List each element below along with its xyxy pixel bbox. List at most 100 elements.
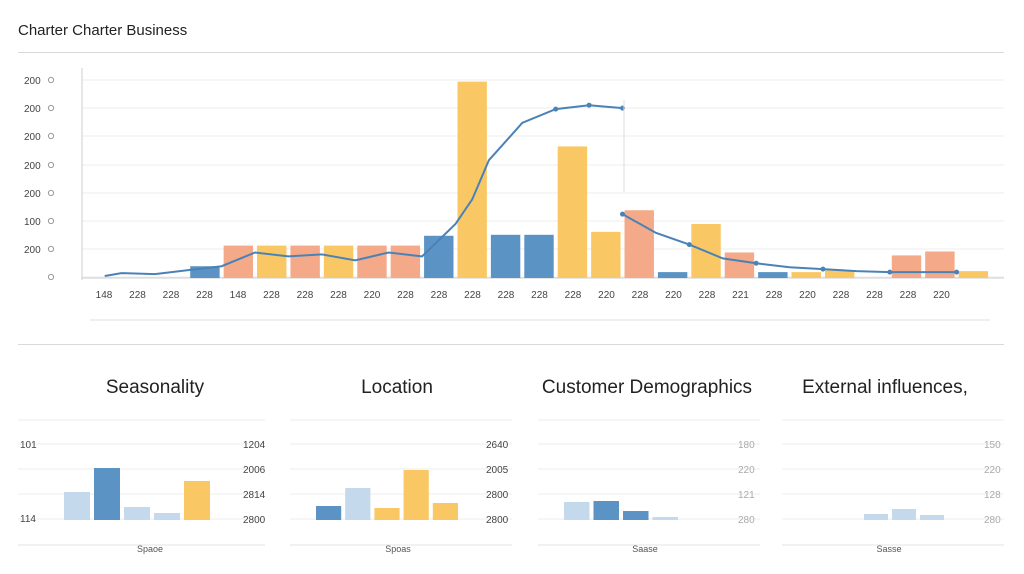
x-tick-label: 228 (431, 290, 448, 301)
bar (758, 272, 788, 278)
panel-right-tick: 180 (738, 440, 755, 451)
bar (323, 245, 354, 278)
panel-right-tick: 280 (984, 515, 1001, 526)
panel-x-label: Spaoe (137, 544, 163, 554)
y-tick-label: 200 (24, 245, 41, 256)
bar (791, 272, 821, 278)
panel-bar (623, 511, 649, 520)
panel-right-tick: 220 (738, 465, 755, 476)
bar (724, 252, 755, 278)
panel-right-tick: 220 (984, 465, 1001, 476)
bar (524, 234, 554, 278)
panel-left-tick: 101 (20, 440, 37, 451)
panel-bar (316, 506, 342, 520)
panel-right-tick: 2005 (486, 465, 509, 476)
panel-bar (345, 488, 371, 520)
panel-right-tick: 2640 (486, 440, 509, 451)
panel-bar (864, 514, 888, 520)
y-tick-marker (47, 189, 55, 197)
panel-right-tick: 2814 (243, 490, 266, 501)
bar (925, 251, 955, 278)
line-point (887, 269, 893, 275)
x-tick-label: 148 (230, 290, 247, 301)
panel-x-label: Sasse (876, 544, 901, 554)
panel-bar (432, 503, 458, 520)
y-tick-label: 200 (24, 76, 41, 87)
panel-x-label: Spoas (385, 544, 411, 554)
panel-right-tick: 1204 (243, 440, 266, 451)
panel-title-location: Location (361, 377, 433, 398)
panel-bar (652, 517, 678, 520)
line-point (820, 266, 826, 272)
x-tick-label: 228 (900, 290, 917, 301)
series-line-falling (622, 213, 957, 274)
page-title: Charter Charter Business (18, 22, 188, 39)
panel-right-tick: 2800 (486, 515, 509, 526)
y-tick-marker (47, 217, 55, 225)
x-tick-label: 228 (766, 290, 783, 301)
bar (624, 210, 654, 278)
x-tick-label: 228 (163, 290, 180, 301)
panel-bar (64, 492, 90, 520)
bar (424, 235, 454, 278)
x-tick-label: 228 (833, 290, 850, 301)
y-tick-label: 100 (24, 217, 41, 228)
x-tick-label: 220 (933, 290, 950, 301)
bar (657, 272, 688, 278)
line-point (753, 260, 759, 266)
x-tick-label: 228 (263, 290, 280, 301)
line-point (620, 211, 626, 217)
panel-right-tick: 2800 (243, 515, 266, 526)
panel-bar (184, 481, 210, 520)
bar (490, 234, 521, 278)
bar (290, 245, 320, 278)
panel-x-label: Saase (632, 544, 658, 554)
y-tick-marker (47, 76, 55, 84)
panel-title-customer-demographics: Customer Demographics (541, 377, 753, 398)
panel-title-seasonality: Seasonality (105, 377, 205, 398)
y-tick-label: 200 (24, 104, 41, 115)
x-tick-label: 220 (364, 290, 381, 301)
y-tick-label: 200 (24, 132, 41, 143)
bar (357, 245, 387, 278)
y-tick-marker (47, 273, 55, 281)
x-tick-label: 228 (531, 290, 548, 301)
y-tick-marker (47, 245, 55, 253)
x-tick-label: 148 (96, 290, 113, 301)
line-point (686, 242, 692, 248)
panel-bar (94, 468, 120, 520)
bar (958, 271, 988, 278)
x-tick-label: 228 (330, 290, 347, 301)
series-line-rising (104, 104, 623, 278)
panel-left-tick: 114 (20, 514, 36, 525)
panel-bar (124, 507, 150, 520)
bar (257, 245, 287, 278)
panel-bar (403, 470, 429, 520)
panel-right-tick: 128 (984, 490, 1001, 501)
x-tick-label: 228 (565, 290, 582, 301)
top-divider (18, 52, 1004, 53)
panel-right-tick: 280 (738, 515, 755, 526)
bar (591, 231, 621, 278)
x-tick-label: 228 (632, 290, 649, 301)
x-tick-label: 228 (498, 290, 515, 301)
section-divider (18, 344, 1004, 345)
panel-bar (374, 508, 400, 520)
panel-bar (154, 513, 180, 520)
bar (891, 255, 922, 278)
x-tick-label: 220 (799, 290, 816, 301)
panel-bar (593, 501, 619, 520)
x-tick-label: 228 (397, 290, 414, 301)
x-tick-label: 228 (129, 290, 146, 301)
x-tick-label: 228 (297, 290, 314, 301)
y-tick-marker (47, 104, 55, 112)
x-tick-label: 220 (598, 290, 615, 301)
bar (190, 266, 220, 278)
bar (557, 146, 588, 278)
panel-right-tick: 150 (984, 440, 1001, 451)
panel-right-tick: 2006 (243, 465, 266, 476)
panel-right-tick: 121 (738, 490, 755, 501)
panel-bar (892, 509, 916, 520)
line-point (954, 269, 960, 275)
